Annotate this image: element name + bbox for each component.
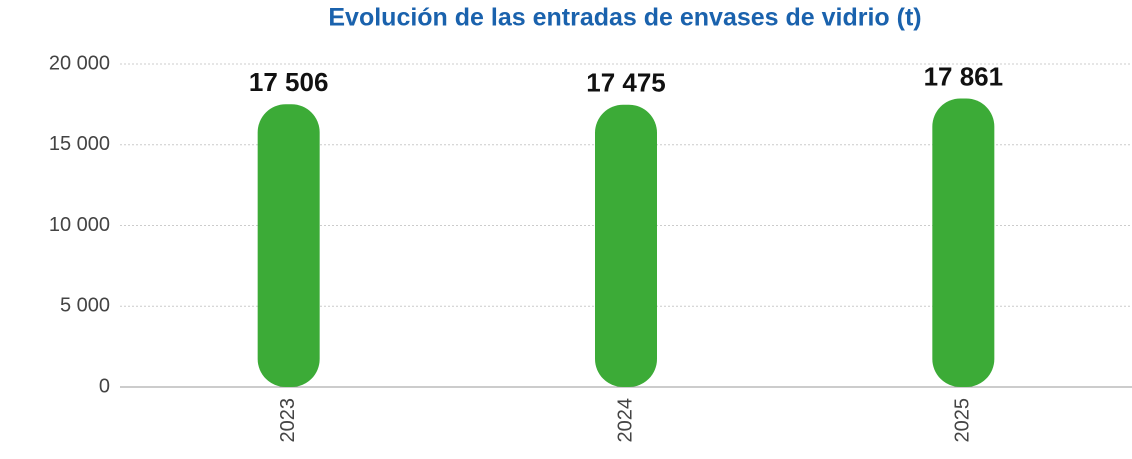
- bar: [932, 98, 995, 387]
- y-tick-label: 5 000: [60, 295, 110, 317]
- y-tick-label: 20 000: [49, 52, 110, 74]
- bar: [257, 104, 320, 387]
- chart-title: Evolución de las entradas de envases de …: [328, 4, 921, 32]
- x-tick-label: 2024: [614, 398, 636, 443]
- y-tick-label: 0: [99, 375, 110, 397]
- y-tick-label: 15 000: [49, 133, 110, 155]
- x-tick-label: 2025: [952, 398, 974, 443]
- x-tick-label: 2023: [277, 398, 299, 443]
- y-tick-label: 10 000: [49, 214, 110, 236]
- data-label: 17 475: [586, 68, 666, 98]
- data-label: 17 861: [924, 61, 1004, 91]
- bar: [595, 104, 657, 387]
- data-label: 17 506: [249, 67, 329, 97]
